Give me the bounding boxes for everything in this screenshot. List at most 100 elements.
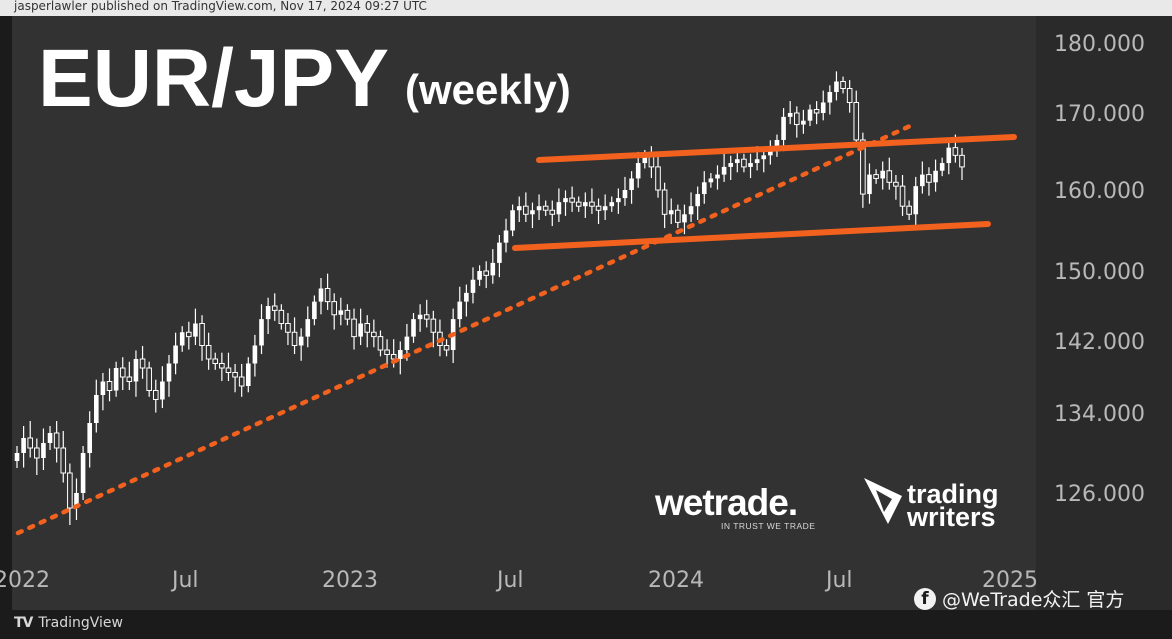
candle-body — [563, 198, 568, 203]
x-tick-label: Jul — [170, 568, 199, 593]
candle-body — [106, 381, 113, 391]
x-axis-ticks: 2022 Jul 2023 Jul 2024 Jul 2025 — [0, 568, 1038, 593]
candle-body — [609, 202, 615, 207]
candle-body — [53, 432, 60, 449]
candle-body — [668, 210, 674, 215]
candle-body — [173, 345, 178, 364]
trend-line-dotted — [15, 123, 913, 536]
y-axis-ticks: 180.000 170.000 160.000 150.000 142.000 134.0… — [1054, 32, 1145, 507]
candle-body — [873, 174, 879, 179]
chart-title: EUR/JPY — [38, 33, 389, 124]
candle-body — [404, 336, 410, 350]
x-tick-label: 2024 — [648, 568, 704, 593]
chart-panel[interactable] — [12, 16, 1036, 610]
y-tick-label: 170.000 — [1054, 102, 1145, 127]
candle-body — [701, 182, 707, 195]
candle-body — [477, 271, 482, 280]
candle-body — [688, 206, 694, 215]
candle-body — [324, 288, 331, 303]
candle-body — [14, 453, 20, 461]
candle-body — [457, 301, 463, 320]
candle-body — [695, 194, 700, 207]
candle-body — [516, 206, 522, 211]
publisher-line: jasperlawler published on TradingView.co… — [14, 0, 427, 13]
candle-body — [556, 202, 562, 215]
social-credit: f @WeTrade众汇 官方 — [914, 585, 1124, 612]
candle-body — [390, 354, 397, 360]
trading-writers-line2: writers — [906, 502, 996, 532]
candle-body — [74, 493, 79, 508]
candle-body — [530, 210, 535, 215]
channel-lower-line — [512, 221, 991, 251]
candle-body — [682, 214, 687, 223]
candle-body — [364, 323, 371, 333]
candle-body — [490, 262, 496, 276]
social-handle: @WeTrade众汇 官方 — [942, 589, 1125, 611]
candle-body — [371, 331, 377, 338]
candle-body — [139, 358, 146, 369]
y-tick-label: 180.000 — [1054, 32, 1145, 57]
candle-body — [166, 363, 172, 382]
candle-body — [205, 345, 212, 360]
candle-body — [523, 205, 529, 215]
candle-body — [906, 205, 912, 215]
candle-body — [351, 318, 357, 338]
candle-body — [886, 170, 893, 183]
candle-body — [933, 170, 938, 183]
candle-body — [225, 367, 232, 373]
x-tick-label: 2025 — [982, 568, 1038, 593]
candle-body — [920, 174, 925, 187]
candle-body — [629, 178, 634, 190]
candle-body — [959, 154, 965, 168]
candle-body — [34, 447, 40, 459]
candle-body — [47, 433, 53, 443]
y-tick-label: 160.000 — [1054, 179, 1145, 204]
x-tick-label: 2023 — [322, 568, 378, 593]
candle-body — [748, 163, 753, 167]
candle-body — [735, 159, 740, 164]
trading-writers-line1: trading — [907, 479, 999, 509]
publisher-bar: jasperlawler published on TradingView.co… — [0, 0, 1172, 16]
price-axis[interactable] — [1036, 16, 1172, 610]
facebook-icon: f — [914, 587, 936, 610]
candle-body — [642, 155, 648, 164]
candle-body — [893, 181, 899, 187]
candle-body — [470, 279, 476, 293]
candle-body — [834, 81, 839, 92]
candle-body — [768, 151, 773, 156]
candle-body — [238, 376, 245, 387]
candle-body — [100, 381, 106, 395]
y-tick-label: 134.000 — [1054, 402, 1145, 427]
candle-body — [21, 438, 26, 453]
candle-body — [298, 336, 304, 346]
wetrade-tagline: IN TRUST WE TRADE — [721, 521, 815, 531]
candle-body — [589, 201, 595, 207]
candle-body — [781, 116, 786, 140]
y-tick-label: 142.000 — [1054, 330, 1145, 355]
candle-body — [583, 202, 588, 207]
candle-body — [616, 198, 621, 203]
candle-body — [358, 323, 363, 337]
candle-body — [113, 368, 119, 391]
candle-body — [569, 197, 575, 203]
tradingview-logo-icon: TV — [14, 615, 33, 631]
tradingview-label: TradingView — [38, 615, 123, 631]
candle-body — [60, 447, 67, 474]
candle-body — [860, 139, 866, 195]
candle-body — [840, 81, 846, 89]
candle-body — [179, 332, 185, 346]
candle-body — [80, 453, 86, 493]
candle-body — [312, 301, 317, 320]
candle-body — [397, 350, 403, 359]
candle-body — [232, 372, 238, 378]
candle-body — [952, 147, 959, 156]
candle-body — [278, 309, 285, 324]
candle-body — [119, 367, 126, 378]
candle-body — [87, 423, 92, 453]
candle-body — [252, 345, 258, 364]
trading-writers-logo-notch — [876, 490, 892, 512]
candle-body — [219, 363, 225, 369]
candle-body — [813, 109, 820, 114]
x-tick-label: 2022 — [0, 568, 50, 593]
tradingview-logo[interactable]: TV TradingView — [14, 615, 123, 631]
